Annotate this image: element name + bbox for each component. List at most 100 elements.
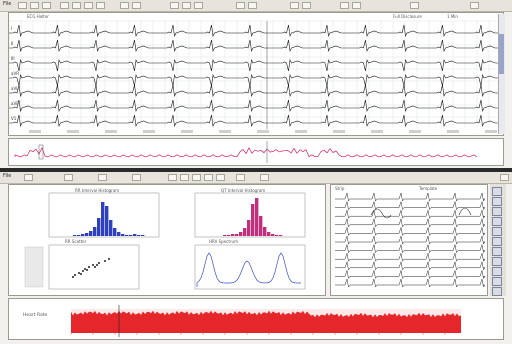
strip-trace (335, 269, 486, 280)
tool-icon[interactable] (170, 2, 179, 9)
tool-icon[interactable] (216, 174, 225, 181)
spectrum-title: HRV Spectrum (209, 239, 238, 244)
tool-icon[interactable] (182, 2, 191, 9)
tool-icon[interactable] (260, 174, 269, 181)
print-icon[interactable] (42, 2, 51, 9)
forward-icon[interactable] (96, 2, 105, 9)
trend-panel: Heart Rate (8, 298, 504, 340)
sidebar-tool-button[interactable] (492, 287, 502, 296)
histogram-2-bar (243, 228, 247, 236)
channel-label: I (11, 26, 12, 31)
strip-trace (335, 252, 486, 262)
time-marker (333, 130, 345, 133)
scatter-title: RR Scatter (65, 239, 87, 244)
histogram-2-bar (263, 227, 267, 236)
histogram-2-bar (231, 234, 235, 236)
tool-icon[interactable] (410, 2, 419, 9)
histogram-1-bar (137, 235, 141, 236)
back-icon[interactable] (84, 2, 93, 9)
scatter-point (92, 264, 94, 266)
bottom-toolbar: File (0, 172, 512, 184)
tool-icon[interactable] (192, 174, 201, 181)
histogram-2-bar (255, 198, 259, 236)
tool-icon[interactable] (290, 2, 299, 9)
histogram-1-bar (113, 228, 117, 236)
tool-icon[interactable] (236, 174, 245, 181)
channel-label: III (11, 56, 15, 61)
time-marker (409, 130, 421, 133)
strip-trace (335, 209, 486, 219)
tool-icon[interactable] (98, 174, 107, 181)
sidebar-tool-button[interactable] (492, 217, 502, 226)
tool-icon[interactable] (132, 174, 141, 181)
heart-rate-trend[interactable] (9, 299, 503, 339)
tool-icon[interactable] (168, 174, 177, 181)
beat-strips[interactable] (331, 185, 487, 295)
sidebar-tool-button[interactable] (492, 257, 502, 266)
tool-icon[interactable] (194, 2, 203, 9)
strip-trace (335, 235, 486, 245)
calipers-icon[interactable] (120, 2, 129, 9)
sidebar-tool-button[interactable] (492, 187, 502, 196)
tool-icon[interactable] (470, 2, 479, 9)
sidebar-tool-button[interactable] (492, 267, 502, 276)
zoom-icon[interactable] (60, 2, 69, 9)
ecg-header-right-2: 1 Min (447, 14, 458, 19)
tool-icon[interactable] (340, 2, 349, 9)
scatter-point (94, 266, 96, 268)
tool-icon[interactable] (204, 174, 213, 181)
sidebar-tool-button[interactable] (492, 207, 502, 216)
channel-label: II (11, 41, 13, 46)
time-marker (295, 130, 307, 133)
time-marker (143, 130, 155, 133)
histogram-1-bar (85, 233, 89, 236)
histogram-1-bar (77, 235, 81, 236)
scatter-point (84, 268, 86, 270)
time-marker (105, 130, 117, 133)
sidebar-tool-button[interactable] (492, 277, 502, 286)
histogram-1-bar (73, 235, 77, 236)
save-icon[interactable] (30, 2, 39, 9)
scatter-point (98, 262, 100, 264)
open-icon[interactable] (18, 2, 27, 9)
histogram-1-bar (129, 235, 133, 236)
tool-icon[interactable] (500, 174, 509, 181)
top-toolbar-menu[interactable]: File (3, 1, 12, 7)
tool-icon[interactable] (352, 2, 361, 9)
ecg-header-left: ECG Holter (27, 14, 49, 19)
grid-icon[interactable] (72, 2, 81, 9)
settings-icon[interactable] (132, 2, 141, 9)
histogram-2-bar (275, 235, 279, 236)
sidebar-tool-button[interactable] (492, 247, 502, 256)
scatter-point (74, 274, 76, 276)
channel-label: V1 (11, 116, 17, 121)
histogram-1-bar (121, 234, 125, 236)
histogram-2-bar (251, 204, 255, 236)
time-marker (219, 130, 231, 133)
strip-trace (335, 278, 486, 288)
strip-trace (335, 243, 486, 254)
sidebar-tool-button[interactable] (492, 197, 502, 206)
tool-icon[interactable] (236, 2, 245, 9)
rhythm-strip[interactable] (9, 139, 503, 165)
right-sidebar (490, 184, 506, 296)
tool-icon[interactable] (64, 174, 73, 181)
ecg-scrollbar[interactable] (498, 14, 505, 134)
sidebar-tool-button[interactable] (492, 227, 502, 236)
tool-icon[interactable] (180, 174, 189, 181)
scatter-point (80, 273, 82, 275)
tool-icon[interactable] (302, 2, 311, 9)
tool-icon[interactable] (248, 2, 257, 9)
heart-rate-label: Heart Rate (23, 313, 48, 318)
histogram-1-bar (109, 220, 113, 236)
tool-icon[interactable] (24, 174, 33, 181)
ecg-scrollbar-thumb[interactable] (499, 34, 504, 74)
histogram-1-bar (125, 235, 129, 236)
time-marker (371, 130, 383, 133)
bottom-toolbar-menu[interactable]: File (3, 173, 12, 179)
top-toolbar: File (0, 0, 512, 12)
sidebar-tool-button[interactable] (492, 237, 502, 246)
scatter-side-list (24, 246, 44, 288)
histogram-1-bar (89, 231, 93, 236)
